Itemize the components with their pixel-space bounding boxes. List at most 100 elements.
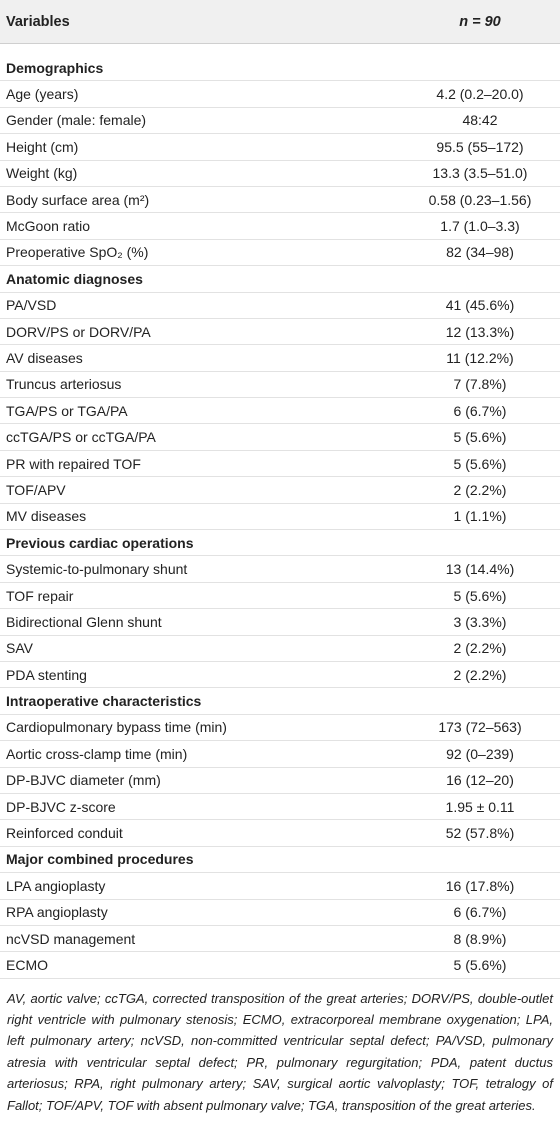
variable-cell: ECMO <box>6 956 48 973</box>
variable-cell: TOF/APV <box>6 481 66 498</box>
data-row: Age (years) 4.2 (0.2–20.0) <box>0 81 560 108</box>
value-cell: 5 (5.6%) <box>453 429 507 446</box>
header-row: Variables n = 90 <box>0 0 560 44</box>
variable-cell: PR with repaired TOF <box>6 455 141 472</box>
value-cell: 16 (12–20) <box>446 772 514 789</box>
data-row: MV diseases 1 (1.1%) <box>0 504 560 531</box>
variable-cell: TOF repair <box>6 587 74 604</box>
data-row: DORV/PS or DORV/PA 12 (13.3%) <box>0 319 560 346</box>
variable-cell: Aortic cross-clamp time (min) <box>6 745 188 762</box>
section-row: Major combined procedures <box>0 847 560 874</box>
header-cell: Variables <box>6 13 70 30</box>
value-cell: 0.58 (0.23–1.56) <box>428 191 532 208</box>
variable-cell: LPA angioplasty <box>6 877 106 894</box>
variable-cell: MV diseases <box>6 508 87 525</box>
value-cell: 7 (7.8%) <box>453 376 507 393</box>
data-row: SAV 2 (2.2%) <box>0 636 560 662</box>
variable-cell: PDA stenting <box>6 666 87 683</box>
section-row: Previous cardiac operations <box>0 530 560 557</box>
value-cell: 13 (14.4%) <box>445 561 515 578</box>
variable-cell: AV diseases <box>6 349 83 366</box>
variable-cell: McGoon ratio <box>6 218 91 235</box>
variable-cell: DP-BJVC z-score <box>6 798 116 815</box>
data-row: PR with repaired TOF 5 (5.6%) <box>0 451 560 478</box>
data-row: TGA/PS or TGA/PA 6 (6.7%) <box>0 398 560 425</box>
value-cell: 82 (34–98) <box>446 244 514 261</box>
data-row: DP-BJVC diameter (mm) 16 (12–20) <box>0 768 560 794</box>
value-cell: 92 (0–239) <box>446 745 514 762</box>
data-row: LPA angioplasty 16 (17.8%) <box>0 873 560 900</box>
value-cell: 6 (6.7%) <box>453 402 507 419</box>
header-cell: n = 90 <box>459 13 501 30</box>
value-cell: 2 (2.2%) <box>453 481 507 498</box>
section-row: Intraoperative characteristics <box>0 688 560 715</box>
data-row: TOF/APV 2 (2.2%) <box>0 477 560 504</box>
footnote: AV, aortic valve; ccTGA, corrected trans… <box>7 990 553 1113</box>
variable-cell: Bidirectional Glenn shunt <box>6 613 162 630</box>
data-row: Height (cm) 95.5 (55–172) <box>0 134 560 161</box>
section-title: Anatomic diagnoses <box>6 270 143 287</box>
variable-cell: SAV <box>6 640 33 657</box>
value-cell: 52 (57.8%) <box>445 825 515 842</box>
data-row: Systemic-to-pulmonary shunt 13 (14.4%) <box>0 556 560 583</box>
data-row: ncVSD management 8 (8.9%) <box>0 926 560 953</box>
value-cell: 5 (5.6%) <box>453 956 507 973</box>
value-cell: 13.3 (3.5–51.0) <box>432 165 528 182</box>
value-cell: 41 (45.6%) <box>445 297 515 314</box>
data-row: McGoon ratio 1.7 (1.0–3.3) <box>0 213 560 240</box>
data-row: Body surface area (m²) 0.58 (0.23–1.56) <box>0 187 560 214</box>
value-cell: 173 (72–563) <box>438 719 522 736</box>
variable-cell: TGA/PS or TGA/PA <box>6 402 128 419</box>
variable-cell: ccTGA/PS or ccTGA/PA <box>6 429 156 446</box>
variable-cell: DP-BJVC diameter (mm) <box>6 772 161 789</box>
data-row: Reinforced conduit 52 (57.8%) <box>0 820 560 847</box>
value-cell: 1.7 (1.0–3.3) <box>440 218 520 235</box>
value-cell: 2 (2.2%) <box>453 666 507 683</box>
variable-cell: Truncus arteriosus <box>6 376 122 393</box>
value-cell: 1.95 ± 0.11 <box>445 798 515 815</box>
data-row: Weight (kg) 13.3 (3.5–51.0) <box>0 161 560 187</box>
data-row: RPA angioplasty 6 (6.7%) <box>0 900 560 926</box>
variable-cell: Preoperative SpO₂ (%) <box>6 244 149 261</box>
variable-cell: Reinforced conduit <box>6 825 123 842</box>
value-cell: 16 (17.8%) <box>445 877 515 894</box>
variable-cell: RPA angioplasty <box>6 904 108 921</box>
variable-cell: Systemic-to-pulmonary shunt <box>6 561 188 578</box>
value-cell: 8 (8.9%) <box>453 930 507 947</box>
value-cell: 95.5 (55–172) <box>436 138 524 155</box>
variable-cell: Cardiopulmonary bypass time (min) <box>6 719 227 736</box>
variable-cell: Gender (male: female) <box>6 112 147 129</box>
value-cell: 5 (5.6%) <box>453 455 507 472</box>
data-row: Gender (male: female) 48:42 <box>0 108 560 135</box>
data-row: Preoperative SpO₂ (%) 82 (34–98) <box>0 240 560 267</box>
value-cell: 2 (2.2%) <box>453 640 507 657</box>
value-cell: 4.2 (0.2–20.0) <box>436 86 524 103</box>
data-row: Cardiopulmonary bypass time (min) 173 (72… <box>0 715 560 742</box>
value-cell: 12 (13.3%) <box>445 323 515 340</box>
variable-cell: DORV/PS or DORV/PA <box>6 323 151 340</box>
section-row: Demographics <box>0 55 560 82</box>
data-row: PDA stenting 2 (2.2%) <box>0 662 560 689</box>
data-row: ECMO 5 (5.6%) <box>0 952 560 979</box>
table: Variables n = 90 Demographics Age (years)… <box>0 0 560 979</box>
value-cell: 11 (12.2%) <box>446 349 514 366</box>
section-title: Previous cardiac operations <box>6 534 194 551</box>
data-row: Bidirectional Glenn shunt 3 (3.3%) <box>0 609 560 636</box>
section-title: Intraoperative characteristics <box>6 693 202 710</box>
section-title: Major combined procedures <box>6 851 194 868</box>
data-row: ccTGA/PS or ccTGA/PA 5 (5.6%) <box>0 424 560 451</box>
section-row: Anatomic diagnoses <box>0 266 560 293</box>
data-row: TOF repair 5 (5.6%) <box>0 583 560 610</box>
variable-cell: Age (years) <box>6 86 79 103</box>
variable-cell: Body surface area (m²) <box>6 191 150 208</box>
value-cell: 48:42 <box>462 112 498 129</box>
value-cell: 3 (3.3%) <box>453 613 507 630</box>
variable-cell: PA/VSD <box>6 297 57 314</box>
data-row: PA/VSD 41 (45.6%) <box>0 293 560 319</box>
data-row: DP-BJVC z-score 1.95 ± 0.11 <box>0 794 560 821</box>
section-title: Demographics <box>6 59 104 76</box>
data-row: AV diseases 11 (12.2%) <box>0 345 560 372</box>
value-cell: 5 (5.6%) <box>453 587 507 604</box>
data-row: Truncus arteriosus 7 (7.8%) <box>0 372 560 399</box>
